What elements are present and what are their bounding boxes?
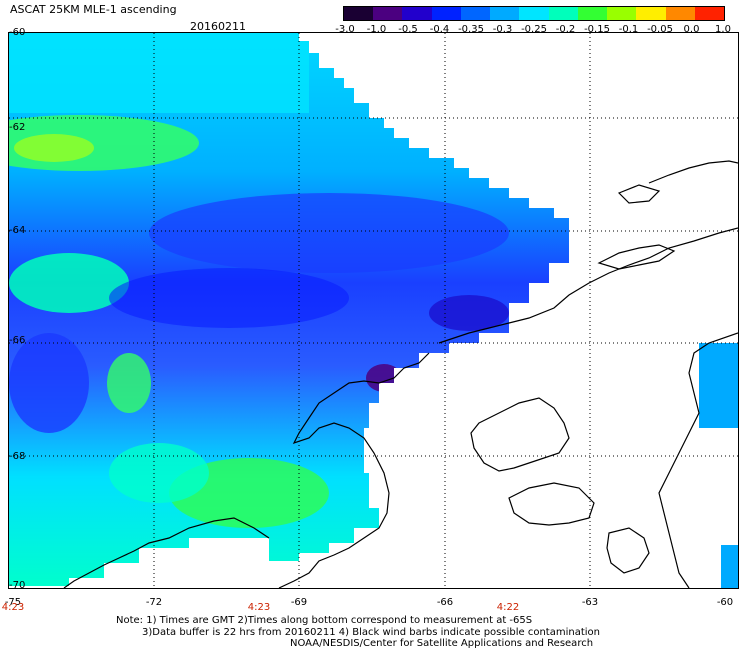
coastline: [63, 160, 738, 588]
lon-label-72: -72: [145, 597, 163, 608]
colorbar-label: -0.4: [429, 24, 450, 35]
colorbar-segment: [402, 7, 432, 20]
note-line-2: 3)Data buffer is 22 hrs from 20160211 4)…: [142, 626, 600, 638]
colorbar-label: -0.2: [555, 24, 576, 35]
map-date: 20160211: [190, 20, 246, 33]
lat-label-60: -60: [9, 27, 26, 38]
time-label: 4:22: [496, 602, 520, 613]
time-label: 4:23: [1, 602, 25, 613]
colorbar-label: -0.35: [458, 24, 484, 35]
colorbar-segment: [636, 7, 666, 20]
map-canvas: [9, 33, 738, 588]
colorbar-segment: [490, 7, 520, 20]
colorbar-segment: [373, 7, 403, 20]
colorbar-segment: [694, 7, 725, 20]
footnotes: Note: 1) Times are GMT 2)Times along bot…: [116, 615, 600, 650]
lon-label-63: -63: [581, 597, 599, 608]
lat-label-68: -68: [9, 451, 26, 462]
note-line-3: NOAA/NESDIS/Center for Satellite Applica…: [290, 638, 594, 649]
map-panel: [8, 32, 739, 589]
lon-label-66: -66: [436, 597, 454, 608]
colorbar: [343, 6, 725, 21]
colorbar-label: -3.0: [335, 24, 355, 35]
data-swath-bottom-right: [721, 545, 738, 588]
lat-label-64: -64: [9, 225, 26, 236]
map-title: ASCAT 25KM MLE-1 ascending: [10, 3, 177, 16]
lat-label-62: -62: [9, 122, 26, 133]
colorbar-label: 0.0: [683, 24, 700, 35]
data-swath: [9, 33, 569, 586]
colorbar-label: -0.5: [398, 24, 418, 35]
colorbar-segment: [431, 7, 461, 20]
lon-label-60: -60: [716, 597, 734, 608]
colorbar-segment: [577, 7, 608, 20]
colorbar-segment: [460, 7, 491, 20]
colorbar-label: -0.05: [647, 24, 673, 35]
colorbar-segment: [607, 7, 637, 20]
colorbar-label: -1.0: [366, 24, 387, 35]
lon-label-69: -69: [290, 597, 308, 608]
colorbar-label: 1.0: [715, 24, 731, 35]
colorbar-segment: [665, 7, 695, 20]
colorbar-segment: [344, 7, 374, 20]
lat-label-66: -66: [9, 335, 26, 346]
colorbar-label: -0.15: [584, 24, 610, 35]
colorbar-labels: -3.0 -1.0 -0.5 -0.4 -0.35 -0.3 -0.25 -0.2 -0.15-…: [320, 24, 740, 38]
colorbar-segment: [548, 7, 578, 20]
colorbar-label: -0.25: [521, 24, 547, 35]
graticule: [9, 33, 738, 588]
time-label: 4:23: [247, 602, 271, 613]
lon-label-75: -75: [4, 597, 22, 608]
colorbar-label: -0.1: [618, 24, 639, 35]
note-line-1: Note: 1) Times are GMT 2)Times along bot…: [116, 615, 533, 626]
colorbar-label: -0.3: [492, 24, 513, 35]
data-swath-right: [699, 343, 738, 428]
lat-label-70: -70: [9, 580, 26, 591]
colorbar-segment: [519, 7, 549, 20]
